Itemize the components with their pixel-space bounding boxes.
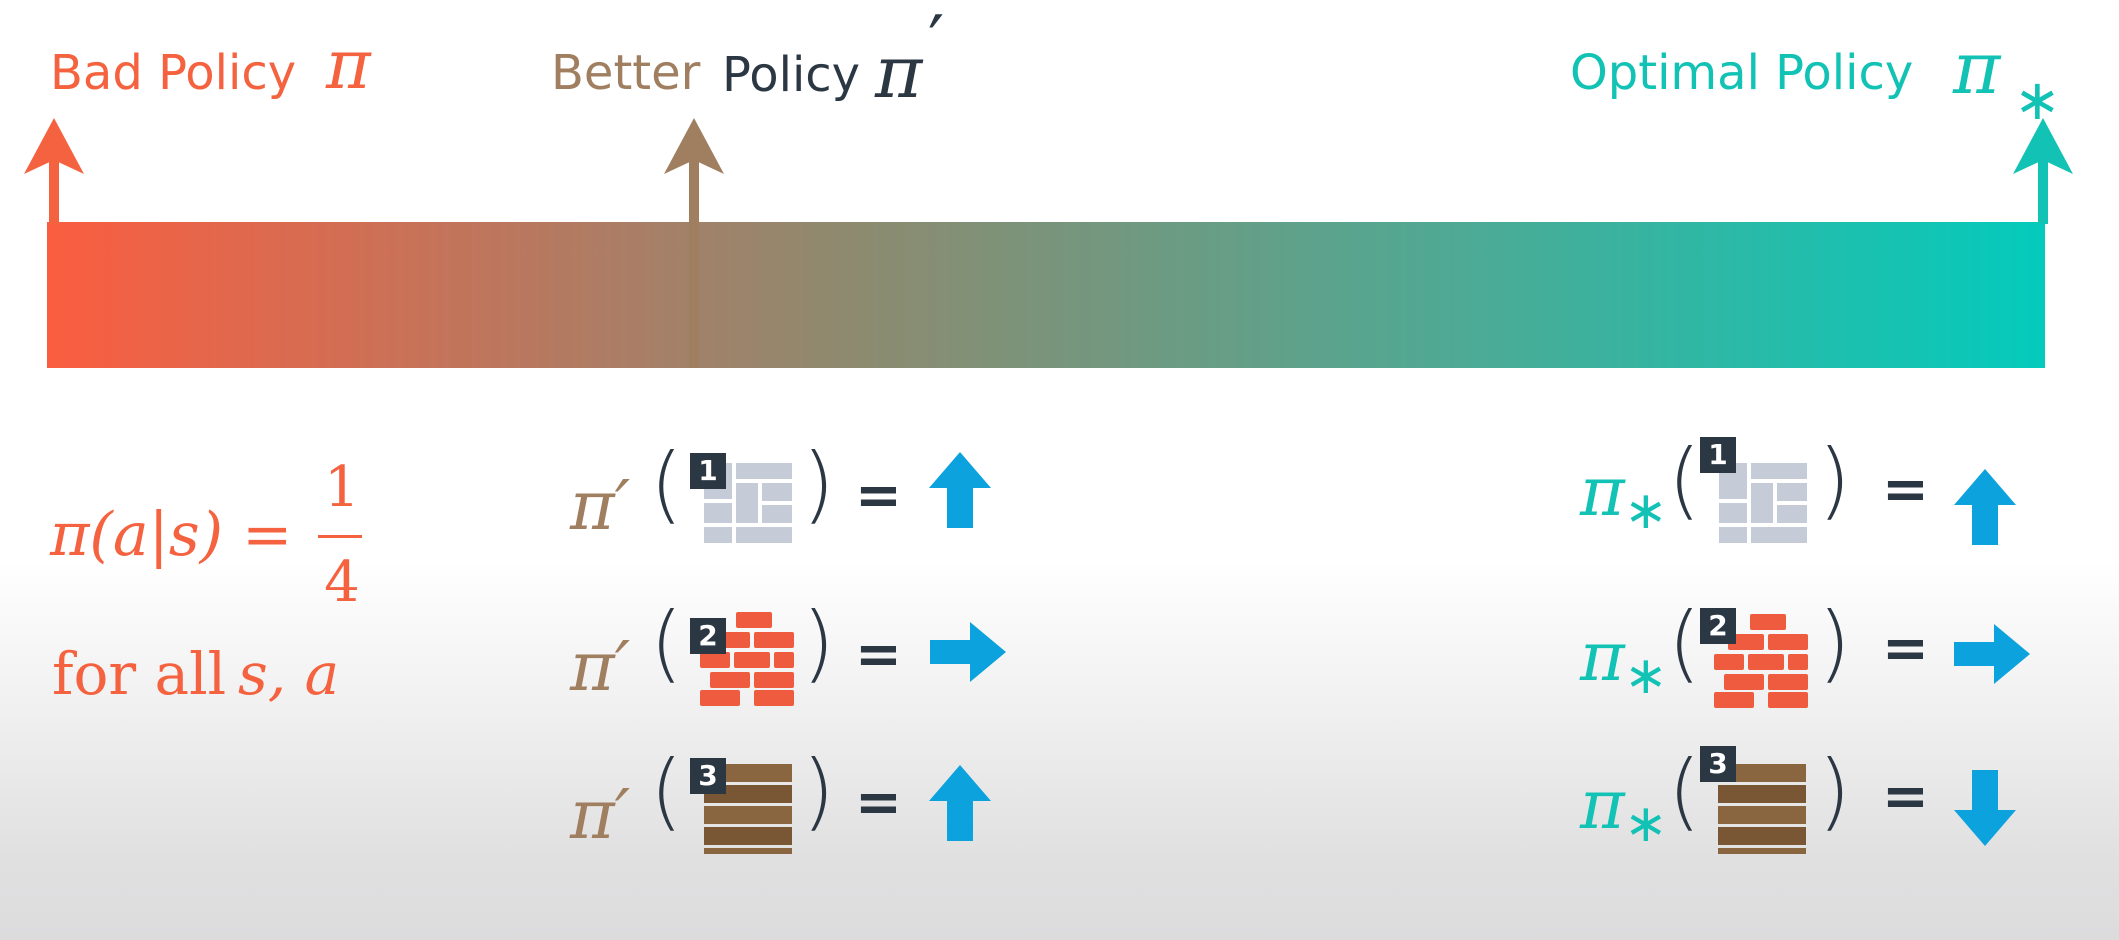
better-policy-row-3: π′ ( 3 ) = <box>570 738 1070 878</box>
better-policy-row-symbol: π′ <box>570 628 631 707</box>
better-policy-prime: ′ <box>928 0 945 84</box>
optimal-policy-row-3: π ∗ ( 3 ) = <box>1580 738 2080 878</box>
better-policy-row-1: π′ ( 1 ) = <box>570 425 1070 565</box>
bad-policy-formula: π(a|s) = <box>50 500 293 570</box>
up-arrow-icon <box>1954 469 2016 545</box>
open-paren: ( <box>1668 594 1701 692</box>
close-paren: ) <box>802 435 835 533</box>
equals-sign: = <box>1882 616 1929 681</box>
equals-sign: = <box>855 463 902 528</box>
bad-policy-arrow-up-icon <box>24 118 84 174</box>
right-arrow-icon <box>930 622 1006 682</box>
better-policy-word-label: Policy <box>722 47 861 103</box>
optimal-policy-row-symbol: π <box>1580 453 1625 532</box>
better-policy-row-2: π′ ( 2 ) = <box>570 590 1070 730</box>
close-paren: ) <box>1818 431 1851 529</box>
state-badge-1: 1 <box>1700 437 1736 473</box>
optimal-policy-row-symbol: π <box>1580 618 1625 697</box>
optimal-subscript-star: ∗ <box>1624 481 1668 541</box>
open-paren: ( <box>1668 742 1701 840</box>
optimal-policy-arrow-shaft <box>2038 160 2048 224</box>
optimal-policy-row-1: π ∗ ( 1 ) = <box>1580 425 2080 565</box>
optimal-subscript-star: ∗ <box>1624 646 1668 706</box>
open-paren: ( <box>1668 431 1701 529</box>
bad-policy-arrow-shaft <box>49 160 59 224</box>
open-paren: ( <box>650 435 683 533</box>
fraction-denominator: 4 <box>324 550 360 615</box>
optimal-policy-star: ∗ <box>2014 68 2061 133</box>
close-paren: ) <box>802 742 835 840</box>
open-paren: ( <box>650 742 683 840</box>
fraction-line <box>318 535 362 538</box>
brick-tile-icon <box>1714 614 1808 708</box>
up-arrow-icon <box>929 452 991 528</box>
for-all-variables: s, a <box>238 640 340 708</box>
open-paren: ( <box>650 594 683 692</box>
better-policy-symbol: π <box>875 30 923 114</box>
close-paren: ) <box>1818 594 1851 692</box>
optimal-policy-symbol: π <box>1953 26 2001 110</box>
bad-policy-label: Bad Policy <box>50 45 297 101</box>
grid-tile-icon <box>1719 463 1807 543</box>
right-arrow-icon <box>1954 624 2030 684</box>
better-policy-arrow-up-icon <box>664 118 724 174</box>
policy-quality-gradient-bar <box>47 222 2045 368</box>
for-all-text: for all <box>52 640 227 708</box>
better-word-label: Better <box>551 45 701 101</box>
optimal-policy-row-symbol: π <box>1580 766 1625 845</box>
optimal-policy-arrow-up-icon <box>2013 118 2073 174</box>
close-paren: ) <box>1818 742 1851 840</box>
close-paren: ) <box>802 594 835 692</box>
state-badge-2: 2 <box>690 618 726 654</box>
equals-sign: = <box>1882 457 1929 522</box>
bad-policy-symbol: π <box>326 26 371 105</box>
equals-sign: = <box>855 622 902 687</box>
down-arrow-icon <box>1954 770 2016 846</box>
optimal-policy-label: Optimal Policy <box>1570 45 1914 101</box>
fraction-numerator: 1 <box>324 455 360 520</box>
optimal-subscript-star: ∗ <box>1624 794 1668 854</box>
better-policy-row-symbol: π′ <box>570 467 631 546</box>
state-badge-3: 3 <box>1700 746 1736 782</box>
state-badge-3: 3 <box>690 758 726 794</box>
wood-tile-icon <box>704 764 792 854</box>
equals-sign: = <box>855 770 902 835</box>
better-policy-arrow-shaft <box>689 160 699 368</box>
optimal-policy-row-2: π ∗ ( 2 ) = <box>1580 590 2080 730</box>
equals-sign: = <box>1882 764 1929 829</box>
wood-tile-icon <box>1718 764 1806 854</box>
state-badge-2: 2 <box>1700 608 1736 644</box>
state-badge-1: 1 <box>690 453 726 489</box>
up-arrow-icon <box>929 765 991 841</box>
better-policy-row-symbol: π′ <box>570 776 631 855</box>
